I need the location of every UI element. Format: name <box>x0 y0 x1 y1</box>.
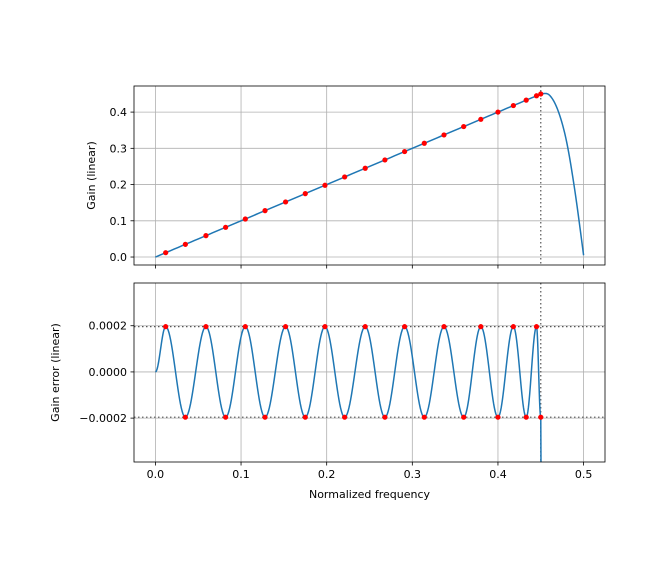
data-point-marker <box>203 324 209 330</box>
data-point-marker <box>362 324 368 330</box>
data-point-marker <box>362 165 368 171</box>
data-point-marker <box>510 102 516 109</box>
data-point-marker <box>461 123 467 130</box>
data-point-marker <box>533 324 540 330</box>
data-point-marker <box>203 233 209 239</box>
data-point-marker <box>402 324 408 330</box>
x-tick-label: 0.5 <box>575 468 593 481</box>
data-point-marker <box>382 157 388 163</box>
series-line <box>155 325 542 462</box>
data-point-marker <box>523 414 529 420</box>
data-point-marker <box>510 324 516 330</box>
y-tick-label: 0.0 <box>110 251 128 264</box>
series-line <box>155 92 585 258</box>
y-tick-label: 0.1 <box>110 215 128 228</box>
data-point-marker <box>382 414 388 420</box>
data-point-marker <box>163 250 169 256</box>
data-point-marker <box>342 414 348 420</box>
data-point-marker <box>223 224 229 230</box>
data-point-marker <box>223 414 229 420</box>
gain-error-plot: 0.0 0.1 0.2 0.3 0.4 0.5 −0.0002 0.0000 0.0002 Gai… <box>49 282 606 501</box>
data-point-marker <box>262 414 268 420</box>
data-point-marker <box>441 132 447 138</box>
data-point-marker <box>538 414 544 420</box>
y-tick-label: 0.4 <box>110 106 128 119</box>
data-point-marker <box>302 191 308 197</box>
x-tick-label: 0.3 <box>404 468 422 481</box>
y-tick-label: 0.3 <box>110 142 128 155</box>
data-point-marker <box>533 93 540 99</box>
y-tick-label: 0.2 <box>110 179 128 192</box>
data-point-marker <box>461 414 467 420</box>
data-point-marker <box>421 414 427 420</box>
data-point-marker <box>163 324 169 330</box>
data-point-marker <box>182 241 188 247</box>
data-point-marker <box>282 199 289 205</box>
data-point-marker <box>421 140 427 146</box>
data-point-marker <box>402 148 408 155</box>
data-point-marker <box>495 414 501 420</box>
data-point-marker <box>523 97 529 103</box>
y-axis-label: Gain (linear) <box>85 141 98 210</box>
data-point-marker <box>322 324 328 330</box>
x-axis-label: Normalized frequency <box>309 488 431 501</box>
gain-plot: 0.0 0.1 0.2 0.3 0.4 Gain (linear) <box>85 85 606 269</box>
data-point-marker <box>441 324 447 330</box>
y-tick-label: 0.0000 <box>89 366 128 379</box>
data-point-marker <box>342 174 348 180</box>
x-tick-label: 0.2 <box>318 468 336 481</box>
data-point-marker <box>478 116 484 122</box>
data-point-marker <box>242 216 248 222</box>
data-point-marker <box>282 324 289 330</box>
plot-area <box>155 324 544 462</box>
data-point-marker <box>262 208 268 214</box>
data-point-marker <box>538 91 544 97</box>
axes-frame <box>133 282 606 463</box>
y-tick-label: 0.0002 <box>89 320 128 333</box>
x-tick-label: 0.4 <box>489 468 507 481</box>
plot-area <box>155 91 585 258</box>
data-point-marker <box>242 324 248 330</box>
data-point-marker <box>322 182 328 188</box>
data-point-marker <box>495 109 501 115</box>
y-tick-label: −0.0002 <box>79 412 127 425</box>
data-point-marker <box>182 414 188 420</box>
x-tick-label: 0.0 <box>147 468 165 481</box>
x-tick-label: 0.1 <box>232 468 250 481</box>
y-axis-label: Gain error (linear) <box>49 323 62 422</box>
axes-frame <box>133 85 606 266</box>
data-point-marker <box>302 414 308 420</box>
data-point-marker <box>478 324 484 330</box>
